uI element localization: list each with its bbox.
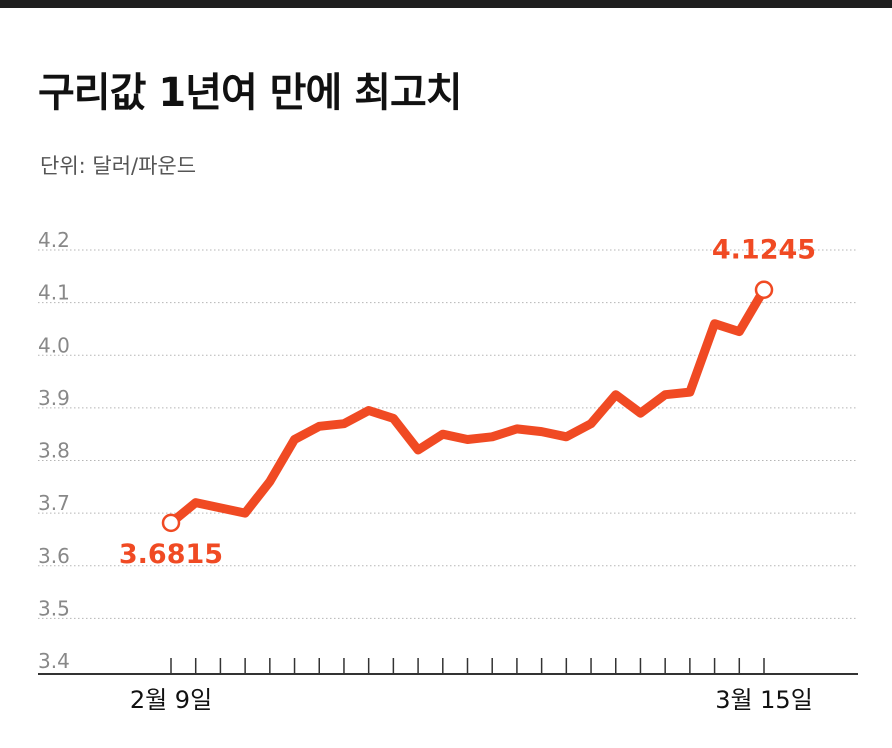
chart-title: 구리값 1년여 만에 최고치: [38, 70, 463, 116]
y-axis-labels: 3.4 3.5 3.6 3.7 3.8 3.9 4.0 4.1 4.2: [38, 228, 70, 673]
y-tick-label: 3.5: [38, 596, 70, 620]
top-bar: [0, 0, 892, 8]
y-tick-label: 4.2: [38, 228, 70, 252]
unit-label: 단위: 달러/파운드: [40, 154, 197, 178]
y-tick-label: 4.0: [38, 333, 70, 357]
x-tick-label: 2월 9일: [130, 686, 212, 714]
y-tick-label: 4.1: [38, 281, 70, 305]
grid-lines: [38, 249, 858, 619]
y-tick-label: 3.6: [38, 544, 70, 568]
series-line: [166, 285, 769, 528]
x-tick-label: 3월 15일: [715, 686, 813, 714]
data-label: 3.6815: [119, 539, 223, 570]
y-tick-label: 3.8: [38, 439, 70, 463]
series: [161, 280, 774, 533]
data-label: 4.1245: [712, 235, 816, 266]
data-point: [754, 280, 774, 299]
x-axis: [38, 658, 858, 675]
data-point: [161, 513, 181, 533]
x-axis-labels: 2월 9일 3월 15일: [130, 686, 813, 714]
y-tick-label: 3.9: [38, 386, 70, 410]
y-tick-label: 3.7: [38, 491, 70, 515]
annotations: 3.6815 4.1245: [119, 235, 816, 570]
y-tick-label: 3.4: [38, 649, 70, 673]
